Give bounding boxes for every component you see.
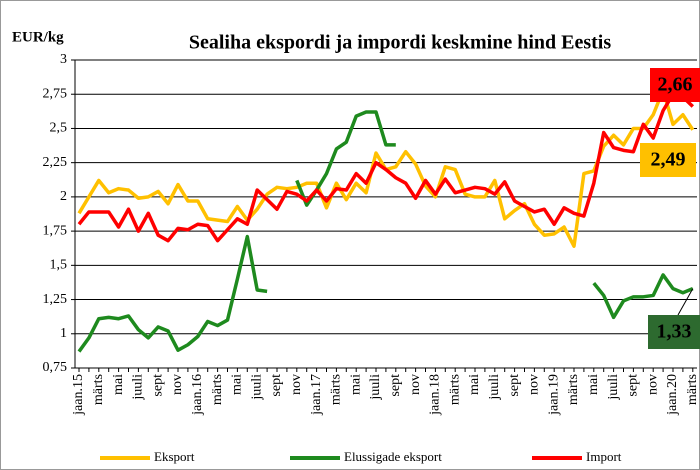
y-tick-label: 1,25 [43, 292, 68, 307]
x-tick-label: märts [685, 374, 700, 405]
x-tick-label: juuli [487, 374, 502, 401]
x-tick-label: märts [566, 374, 581, 405]
x-tick-label: märts [447, 374, 462, 405]
y-tick-label: 0,75 [43, 360, 68, 375]
x-tick-label: juuli [606, 374, 621, 401]
x-tick-label: mai [111, 374, 126, 395]
x-tick-label: jaan.16 [190, 374, 205, 416]
x-tick-label: mai [467, 374, 482, 395]
y-axis-label: EUR/kg [12, 29, 64, 45]
y-tick-label: 2,25 [43, 155, 68, 170]
x-tick-label: mai [586, 374, 601, 395]
x-tick-label: nov [527, 374, 542, 395]
x-tick-label: mai [348, 374, 363, 395]
y-tick-label: 2 [60, 189, 67, 204]
end-label-box [640, 143, 696, 177]
leader-line [677, 288, 694, 316]
legend-label: Eksport [154, 449, 195, 464]
x-tick-label: märts [91, 374, 106, 405]
x-tick-label: juuli [368, 374, 383, 401]
x-tick-label: juuli [131, 374, 146, 401]
x-tick-label: jaan.20 [665, 374, 680, 416]
legend-label: Import [586, 449, 622, 464]
end-label-box [650, 68, 700, 102]
series [77, 92, 695, 243]
x-tick-label: märts [210, 374, 225, 405]
line [77, 92, 695, 243]
x-tick-label: jaan.19 [546, 374, 561, 416]
y-tick-label: 1,75 [43, 223, 68, 238]
x-tick-label: nov [170, 374, 185, 395]
x-tick-label: mai [230, 374, 245, 395]
x-tick-label: sept [388, 374, 403, 397]
x-tick-label: nov [289, 374, 304, 395]
x-tick-label: märts [329, 374, 344, 405]
y-tick-label: 3 [60, 52, 67, 67]
y-tick-label: 1 [60, 326, 67, 341]
legend-label: Elussigade eksport [344, 449, 442, 464]
line [592, 273, 694, 320]
end-label: 2,49 [651, 149, 686, 171]
x-tick-label: sept [626, 374, 641, 397]
chart-title: Sealiha ekspordi ja impordi keskmine hin… [189, 32, 612, 54]
line [77, 234, 268, 353]
end-label-box [648, 315, 700, 349]
x-tick-label: sept [269, 374, 284, 397]
y-tick-label: 2,75 [43, 86, 68, 101]
y-tick-label: 1,5 [50, 258, 68, 273]
end-label: 2,66 [658, 74, 693, 96]
x-tick-label: jaan.18 [428, 374, 443, 416]
end-label: 1,33 [657, 321, 692, 343]
x-tick-label: nov [645, 374, 660, 395]
x-tick-label: jaan.15 [71, 374, 86, 416]
x-tick-label: nov [408, 374, 423, 395]
x-tick-label: sept [507, 374, 522, 397]
x-tick-label: jaan.17 [309, 374, 324, 416]
x-tick-label: sept [150, 374, 165, 397]
x-tick-label: juuli [249, 374, 264, 401]
y-tick-label: 2,5 [50, 121, 68, 136]
